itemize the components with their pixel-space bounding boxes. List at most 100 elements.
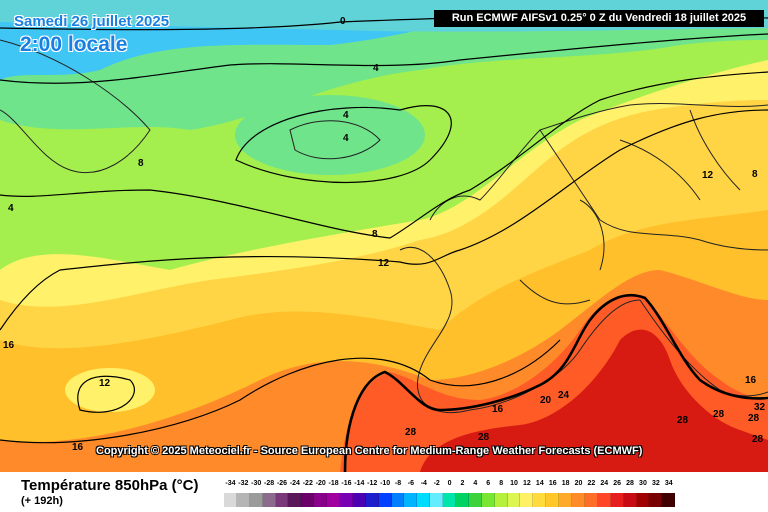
scale-swatch <box>365 493 379 507</box>
isotherm-label: 4 <box>343 110 349 121</box>
scale-swatch <box>636 493 650 507</box>
scale-label: -32 <box>238 480 249 487</box>
scale-swatch <box>340 493 353 507</box>
scale-swatch <box>520 493 534 507</box>
scale-label: -10 <box>380 480 391 487</box>
scale-swatch <box>288 493 302 507</box>
scale-swatch <box>481 493 495 507</box>
scale-swatch <box>327 493 341 507</box>
scale-label: -2 <box>433 480 440 487</box>
scale-label: -34 <box>225 480 236 487</box>
scale-swatch <box>468 493 482 507</box>
scale-label: -24 <box>289 480 300 487</box>
scale-swatch <box>610 493 624 507</box>
scale-label: -20 <box>315 480 326 487</box>
lead-time: (+ 192h) <box>21 495 63 507</box>
scale-label: 14 <box>535 480 544 487</box>
scale-swatch <box>597 493 611 507</box>
isotherm-label: 16 <box>745 375 757 386</box>
scale-label: -6 <box>407 480 415 487</box>
scale-swatch <box>494 493 508 507</box>
forecast-local-time: 2:00 locale <box>20 33 128 56</box>
isotherm-label: 8 <box>752 169 758 180</box>
isotherm-label: 20 <box>540 395 552 406</box>
scale-swatch <box>275 493 289 507</box>
scale-label: 22 <box>587 480 596 487</box>
isotherm-label: 24 <box>558 390 570 401</box>
isotherm-label: 4 <box>373 63 379 74</box>
scale-swatch <box>249 493 263 507</box>
isotherm-label: 16 <box>72 442 84 453</box>
scale-label: -18 <box>328 480 339 487</box>
map-title: Température 850hPa (°C) <box>21 477 199 494</box>
scale-label: -4 <box>420 480 427 487</box>
scale-swatch <box>584 493 598 507</box>
color-scale-labels: -34 -32 -30 -28 -26 -24 -22 -20 -18 -16 -14 -12 -10-… <box>224 480 675 492</box>
scale-swatch <box>507 493 521 507</box>
scale-label: 20 <box>574 480 583 487</box>
copyright-notice: Copyright © 2025 Meteociel.fr - Source E… <box>96 445 643 457</box>
isotherm-label: 8 <box>138 158 144 169</box>
scale-swatch <box>559 493 573 507</box>
isotherm-label: 16 <box>492 404 504 415</box>
cold-patch <box>235 95 425 175</box>
isotherm-label: 12 <box>702 170 714 181</box>
scale-swatch <box>430 493 444 507</box>
scale-swatch <box>546 493 560 507</box>
scale-label: 28 <box>626 480 634 487</box>
scale-label: -28 <box>264 480 275 487</box>
scale-label: -12 <box>367 480 378 487</box>
isotherm-label: 12 <box>99 378 111 389</box>
scale-swatch <box>533 493 547 507</box>
scale-label: 26 <box>613 480 622 487</box>
scale-label: -16 <box>341 480 352 487</box>
scale-label: 24 <box>600 480 609 487</box>
scale-swatch <box>301 493 315 507</box>
isotherm-label: 28 <box>478 432 490 443</box>
scale-swatch <box>236 493 250 507</box>
scale-label: 18 <box>561 480 570 487</box>
isotherm-label: 28 <box>748 413 760 424</box>
isotherm-24 <box>343 293 768 472</box>
scale-swatch <box>443 493 457 507</box>
scale-label: 0 <box>447 480 452 487</box>
isotherm-label: 28 <box>405 427 417 438</box>
scale-label: 30 <box>639 480 647 487</box>
scale-label: -26 <box>276 480 288 487</box>
scale-swatch <box>314 493 328 507</box>
isotherm-label: 4 <box>343 133 349 144</box>
coastlines <box>0 39 768 414</box>
scale-swatch <box>352 493 366 507</box>
scale-label: -14 <box>354 480 365 487</box>
run-info-banner: Run ECMWF AIFSv1 0.25° 0 Z du Vendredi 1… <box>434 10 764 27</box>
temperature-map: 0 4 4 4 4 8 8 8 12 12 12 16 16 16 16 20 … <box>0 0 768 472</box>
cool-patch <box>65 368 155 412</box>
scale-swatch <box>391 493 405 507</box>
scale-swatch <box>572 493 585 507</box>
scale-label: 32 <box>651 480 660 487</box>
isotherm-label: 0 <box>340 16 346 27</box>
scale-label: 2 <box>460 480 465 487</box>
scale-swatch <box>262 493 276 507</box>
isotherm-label-group: 0 4 4 4 4 8 8 8 12 12 12 16 16 16 16 20 … <box>3 16 766 453</box>
isotherm-label: 28 <box>713 409 725 420</box>
scale-label: -30 <box>251 480 262 487</box>
scale-swatch <box>404 493 418 507</box>
scale-label: 12 <box>523 480 531 487</box>
scale-swatch <box>456 493 469 507</box>
isotherm-label: 16 <box>3 340 15 351</box>
scale-swatch <box>623 493 637 507</box>
scale-swatch <box>224 493 237 507</box>
scale-swatch <box>649 493 663 507</box>
scale-label: -8 <box>394 480 402 487</box>
scale-swatch <box>662 493 676 507</box>
forecast-date: Samedi 26 juillet 2025 <box>14 13 170 30</box>
scale-label: 34 <box>664 480 673 487</box>
scale-label: 4 <box>473 480 478 487</box>
scale-label: 6 <box>486 480 491 487</box>
scale-swatch <box>378 493 392 507</box>
scale-swatch <box>417 493 431 507</box>
isotherm-label: 8 <box>372 229 378 240</box>
scale-label: 8 <box>499 480 504 487</box>
scale-label: -22 <box>302 480 313 487</box>
